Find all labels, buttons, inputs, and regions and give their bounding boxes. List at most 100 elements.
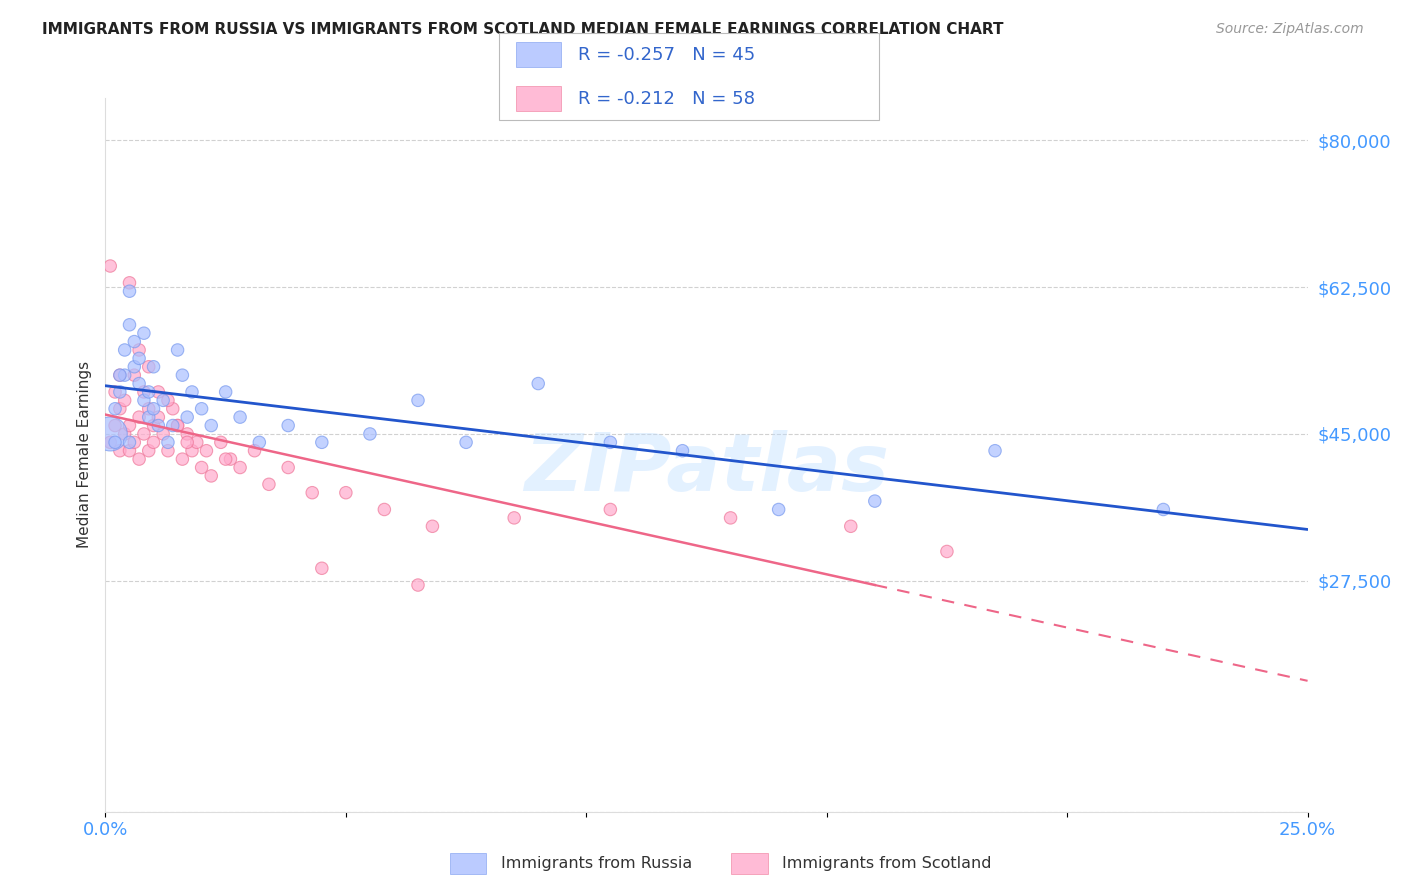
Point [124, 435, 146, 450]
Point [148, 418, 170, 433]
Point [257, 477, 280, 491]
Point [98, 426, 121, 441]
Point [181, 443, 204, 458]
Point [128, 351, 150, 366]
Point [148, 410, 170, 425]
Point [138, 359, 160, 374]
Point [128, 343, 150, 357]
Point [124, 368, 146, 383]
Point [142, 435, 165, 450]
Point [172, 452, 194, 467]
Point [104, 435, 127, 450]
Point [148, 384, 170, 399]
Point [243, 443, 266, 458]
Point [124, 334, 146, 349]
Point [132, 326, 155, 341]
Point [768, 502, 790, 516]
Point [311, 435, 333, 450]
Point [124, 359, 146, 374]
Point [132, 393, 155, 408]
Point [277, 460, 299, 475]
Point [209, 435, 232, 450]
Point [422, 519, 444, 533]
Point [104, 401, 127, 416]
Point [720, 511, 742, 525]
Point [671, 443, 693, 458]
Point [114, 368, 136, 383]
Point [200, 418, 222, 433]
Point [162, 401, 184, 416]
Point [128, 452, 150, 467]
Point [114, 393, 136, 408]
Point [118, 443, 141, 458]
Point [108, 384, 131, 399]
Point [373, 502, 395, 516]
Point [229, 460, 252, 475]
Text: R = -0.212   N = 58: R = -0.212 N = 58 [578, 89, 755, 108]
Point [172, 368, 194, 383]
Point [195, 443, 218, 458]
Point [200, 469, 222, 483]
Point [114, 426, 136, 441]
Y-axis label: Median Female Earnings: Median Female Earnings [76, 361, 91, 549]
Text: Source: ZipAtlas.com: Source: ZipAtlas.com [1216, 22, 1364, 37]
Point [104, 418, 127, 433]
Point [152, 426, 174, 441]
Point [118, 435, 141, 450]
Point [1152, 502, 1174, 516]
Point [142, 401, 165, 416]
Point [936, 544, 959, 558]
Point [118, 418, 141, 433]
Point [138, 384, 160, 399]
Point [214, 452, 236, 467]
Point [162, 418, 184, 433]
Point [839, 519, 862, 533]
Point [176, 426, 198, 441]
Text: IMMIGRANTS FROM RUSSIA VS IMMIGRANTS FROM SCOTLAND MEDIAN FEMALE EARNINGS CORREL: IMMIGRANTS FROM RUSSIA VS IMMIGRANTS FRO… [42, 22, 1004, 37]
Point [406, 393, 429, 408]
Point [142, 359, 165, 374]
Point [335, 485, 357, 500]
Text: R = -0.257   N = 45: R = -0.257 N = 45 [578, 45, 755, 64]
Point [190, 460, 212, 475]
Point [142, 418, 165, 433]
Point [108, 368, 131, 383]
Point [229, 410, 252, 425]
Point [104, 384, 127, 399]
Point [406, 578, 429, 592]
Point [98, 435, 121, 450]
Point [118, 276, 141, 290]
Point [114, 343, 136, 357]
Point [108, 443, 131, 458]
Point [277, 418, 299, 433]
Point [599, 435, 621, 450]
Point [190, 401, 212, 416]
Point [219, 452, 242, 467]
Point [118, 318, 141, 332]
Point [132, 426, 155, 441]
Point [503, 511, 526, 525]
Text: ZIPatlas: ZIPatlas [524, 430, 889, 508]
Point [359, 426, 381, 441]
Point [166, 343, 188, 357]
Text: Immigrants from Scotland: Immigrants from Scotland [782, 856, 991, 871]
Point [247, 435, 270, 450]
Point [138, 410, 160, 425]
Point [156, 393, 179, 408]
Point [128, 376, 150, 391]
Point [176, 410, 198, 425]
Point [132, 384, 155, 399]
Point [98, 259, 121, 273]
Point [152, 393, 174, 408]
Point [156, 443, 179, 458]
Point [454, 435, 477, 450]
Point [301, 485, 323, 500]
Point [311, 561, 333, 575]
Point [108, 368, 131, 383]
Point [156, 435, 179, 450]
Point [118, 284, 141, 298]
Point [138, 401, 160, 416]
Point [186, 435, 208, 450]
Point [138, 443, 160, 458]
Point [166, 418, 188, 433]
